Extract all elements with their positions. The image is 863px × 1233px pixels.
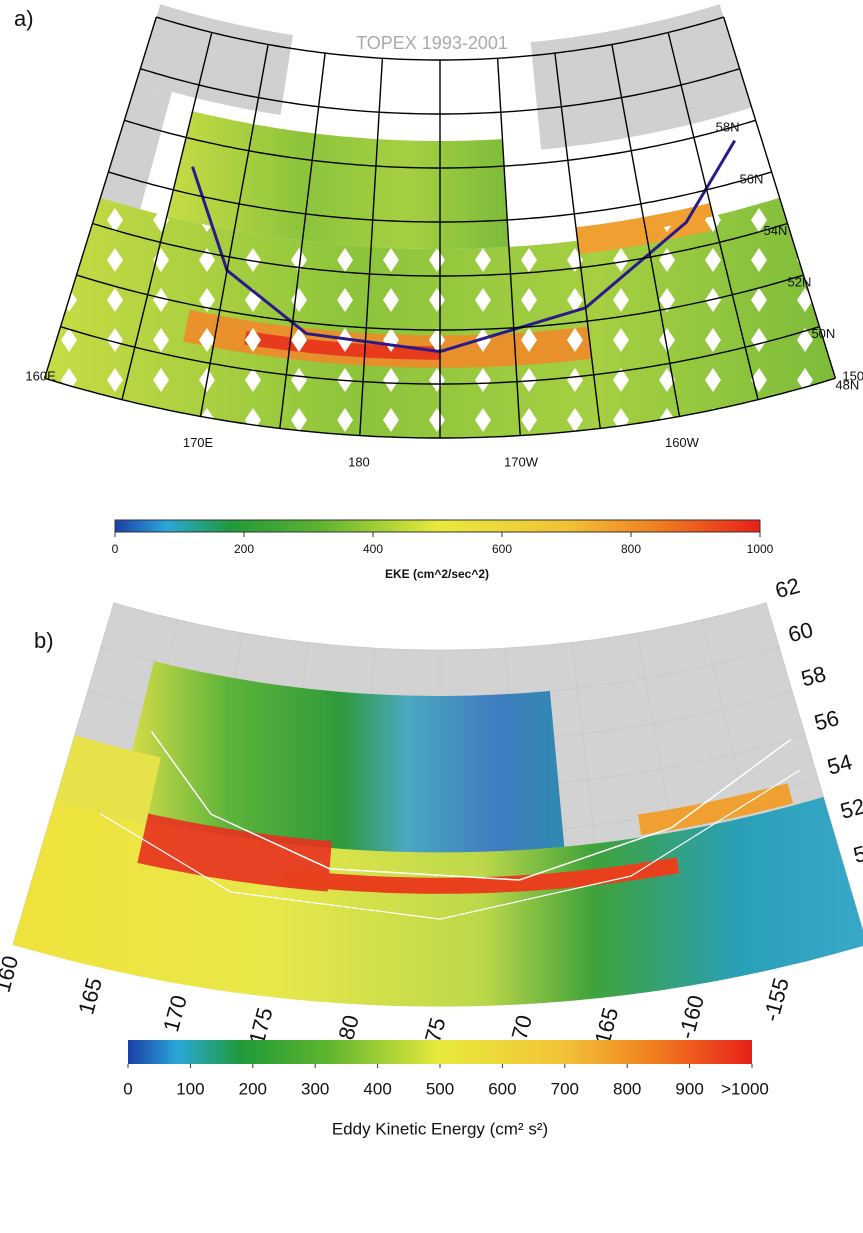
lon-label: 160 [0, 953, 23, 995]
lat-label: 54 [825, 749, 855, 779]
colorbar-tick-label: 800 [621, 542, 641, 556]
panel-b: b) 6260585654525048160165170175180-175-1… [0, 573, 863, 1139]
colorbar-tick-label: 700 [551, 1079, 579, 1098]
lat-label: 52N [787, 275, 811, 290]
lon-label: 180 [348, 455, 370, 470]
colorbar-tick-label: 400 [363, 542, 383, 556]
map-title: TOPEX 1993-2001 [356, 33, 508, 53]
colorbar-tick-label: 1000 [747, 542, 774, 556]
lat-label: 50 [851, 837, 863, 867]
lat-label: 56N [740, 171, 764, 186]
colorbar-tick-label: 200 [234, 542, 254, 556]
lon-label: -160 [673, 992, 709, 1041]
colorbar-label: EKE (cm^2/sec^2) [385, 567, 489, 581]
colorbar-tick-label: 200 [239, 1079, 267, 1098]
colorbar [115, 520, 760, 532]
lon-label: 160W [665, 435, 700, 450]
lat-label: 58N [716, 120, 740, 135]
panel-label: a) [14, 6, 34, 31]
lon-label: -155 [758, 975, 794, 1024]
colorbar-tick-label: 400 [363, 1079, 391, 1098]
colorbar-tick-label: 0 [123, 1079, 132, 1098]
lat-label: 60 [785, 617, 815, 647]
panel-a: a) TOPEX 1993-2001 58N56N54N52N50N48N160… [14, 4, 863, 581]
lon-label: 160E [25, 369, 56, 384]
colorbar-tick-label: 600 [492, 542, 512, 556]
colorbar-label: Eddy Kinetic Energy (cm² s²) [332, 1119, 548, 1138]
lon-label: 150W [842, 369, 863, 384]
lat-label: 62 [772, 573, 802, 603]
colorbar-tick-label: 600 [488, 1079, 516, 1098]
lat-label: 52 [838, 793, 863, 823]
lat-label: 50N [811, 326, 835, 341]
colorbar-tick-label: 0 [112, 542, 119, 556]
lon-label: 170W [504, 455, 539, 470]
lon-label: 170 [158, 992, 192, 1034]
figure: a) TOPEX 1993-2001 58N56N54N52N50N48N160… [0, 0, 863, 1233]
colorbar-tick-label: 300 [301, 1079, 329, 1098]
colorbar-tick-label: 800 [613, 1079, 641, 1098]
lon-label: 165 [73, 975, 107, 1017]
lon-label: 170E [183, 435, 214, 450]
colorbar-tick-label: 500 [426, 1079, 454, 1098]
colorbar-tick-label: 100 [176, 1079, 204, 1098]
lat-label: 58 [799, 661, 829, 691]
colorbar-tick-label: 900 [675, 1079, 703, 1098]
panel-label: b) [34, 628, 54, 653]
lat-label: 54N [764, 223, 788, 238]
colorbar [128, 1040, 752, 1064]
colorbar-tick-label: >1000 [721, 1079, 769, 1098]
lat-label: 56 [812, 705, 842, 735]
